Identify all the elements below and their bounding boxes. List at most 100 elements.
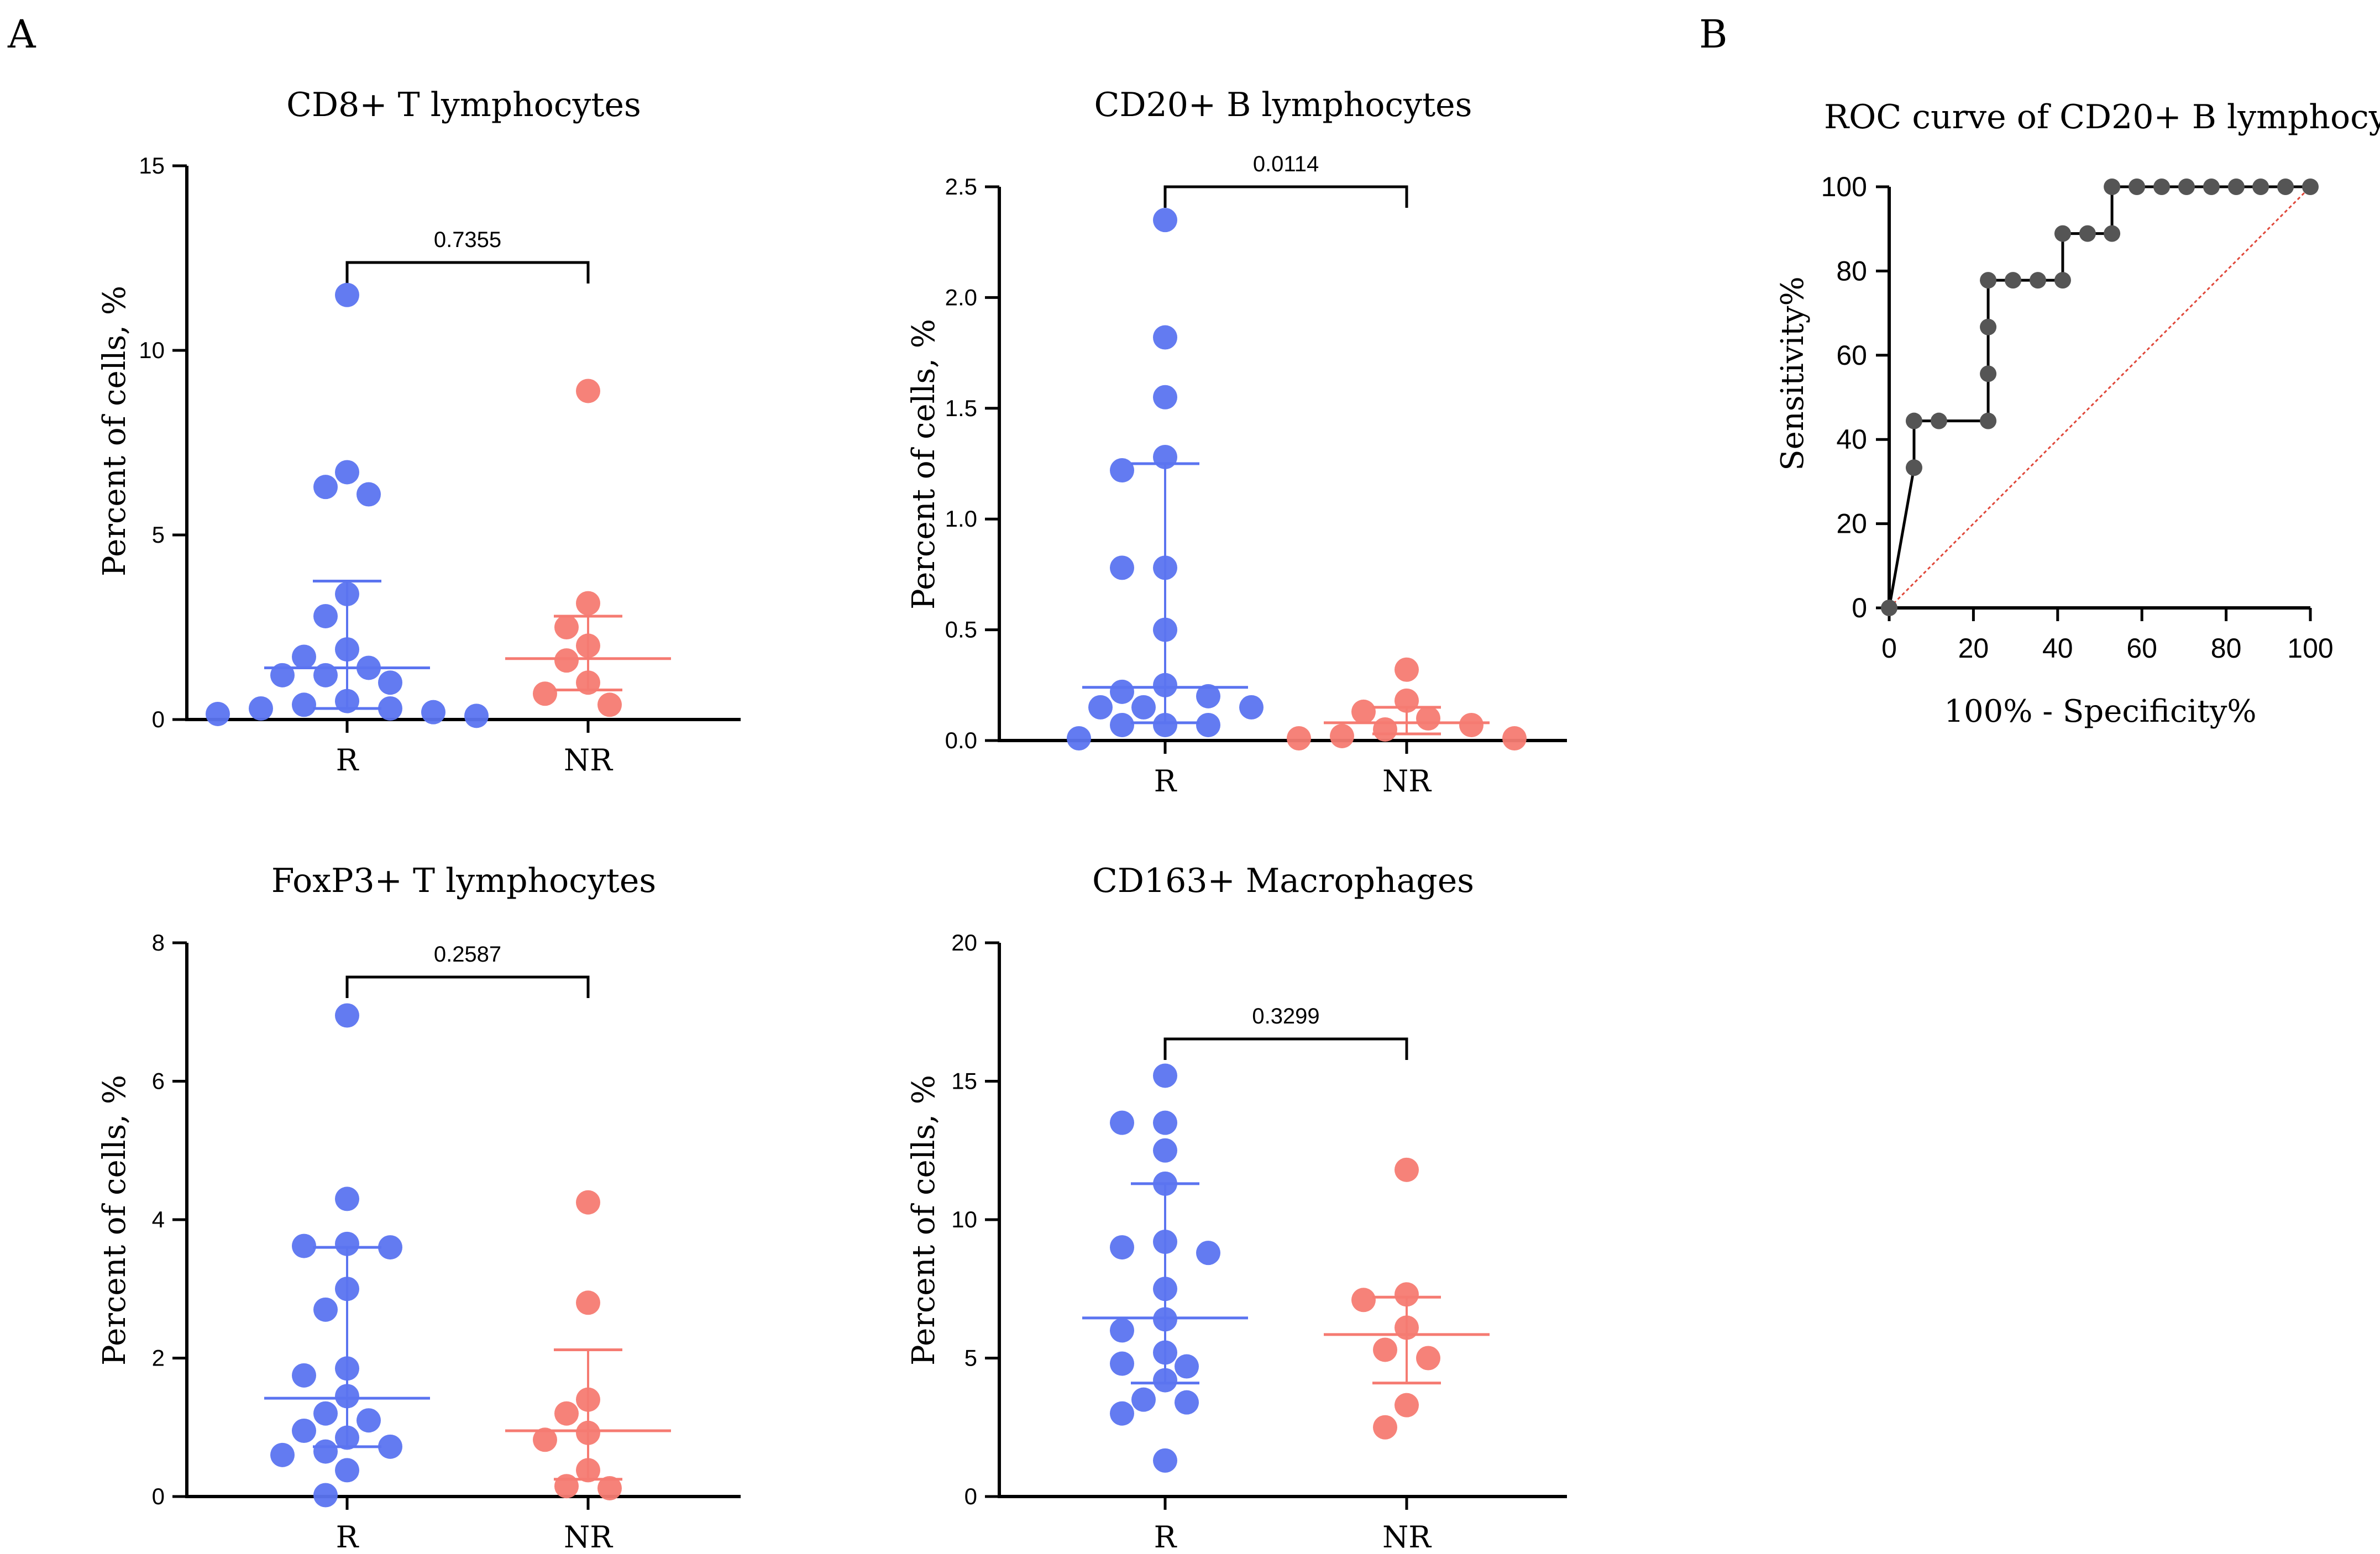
data-point-r [1110,458,1134,483]
data-point-r [1110,555,1134,580]
data-point-r [335,1458,359,1483]
y-tick-label: 4 [152,1206,165,1232]
data-point-nr [554,648,579,673]
x-tick-label: R [1154,1520,1177,1554]
data-point-r [335,460,359,485]
x-tick-label: R [336,1520,359,1554]
chart-title: CD20+ B lymphocytes [1094,86,1472,124]
roc-x-tick-label: 0 [1881,633,1897,664]
data-point-r [378,1235,402,1260]
roc-point [1905,459,1922,476]
data-point-nr [597,1476,622,1500]
data-point-r [1153,1063,1177,1088]
roc-x-tick-label: 60 [2126,633,2157,664]
data-point-r [292,1363,316,1388]
data-point-r [1067,726,1091,750]
scatter-chart-3: FoxP3+ T lymphocytes Percent of cells, % 0… [97,862,741,1554]
data-point-r [1196,684,1220,708]
data-point-r [313,1401,338,1426]
roc-point [2104,179,2121,195]
y-tick-label: 2.5 [945,174,977,200]
scatter-chart-1: CD8+ T lymphocytes Percent of cells, % 0 5 1… [97,86,741,778]
data-point-nr [1373,1415,1397,1440]
roc-point [2302,179,2319,195]
data-point-r [313,1439,338,1464]
y-tick-label: 0 [964,1483,977,1509]
y-tick-label: 0 [152,1483,165,1509]
data-point-nr [1502,726,1527,750]
y-tick-label: 0.0 [945,727,977,753]
y-tick-label: 1.0 [945,506,977,532]
data-point-nr [533,1427,557,1452]
data-point-r [313,475,338,500]
roc-point [1881,600,1897,616]
data-point-nr [533,681,557,706]
roc-point [2178,179,2195,195]
roc-point [2153,179,2171,195]
roc-y-tick-label: 20 [1836,508,1867,539]
significance-bracket [1163,1037,1408,1060]
data-point-r [1175,1354,1199,1379]
data-point-r [1110,1401,1134,1426]
data-point-r [270,1442,295,1467]
data-point-r [1131,1387,1156,1412]
roc-point [2054,272,2071,289]
p-value-label: 0.7355 [434,228,501,252]
y-tick-label: 2 [152,1345,165,1371]
p-value-label: 0.0114 [1253,152,1319,176]
data-point-r [1153,325,1177,350]
data-point-nr [576,1190,600,1215]
roc-point [2227,179,2245,195]
data-point-r [378,1434,402,1459]
significance-bracket [1163,185,1408,208]
panel-label-a: A [7,12,36,57]
roc-point [2203,179,2220,195]
data-point-r [378,696,402,721]
roc-point [2005,272,2022,289]
x-tick-label: NR [564,743,613,778]
data-point-nr [1395,1282,1419,1307]
data-point-r [313,1483,338,1508]
data-point-nr [1373,717,1397,742]
data-point-nr [576,379,600,403]
y-axis-label: Percent of cells, % [906,1075,942,1366]
roc-x-axis-label: 100% - Specificity% [1944,694,2256,729]
roc-point [2079,225,2096,242]
roc-y-tick-label: 40 [1836,424,1867,455]
y-tick-label: 5 [964,1345,977,1371]
data-point-r [1131,695,1156,720]
data-point-r [1239,695,1264,720]
data-point-nr [554,615,579,639]
data-point-r [249,696,273,721]
p-value-label: 0.2587 [434,942,501,967]
p-value-label: 0.3299 [1252,1004,1319,1028]
data-point-nr [1395,657,1419,682]
data-point-nr [554,1401,579,1426]
roc-y-axis-label: Sensitivity% [1775,276,1811,471]
data-point-r [1153,1448,1177,1473]
data-point-r [1088,695,1113,720]
roc-point [2054,225,2071,242]
y-tick-label: 15 [951,1068,977,1094]
roc-chart: ROC curve of CD20+ B lymphocytes 100% - S… [1775,98,2380,729]
data-point-r [1153,385,1177,410]
roc-point [1980,272,1997,289]
data-point-r [1110,712,1134,737]
data-point-nr [1330,723,1354,748]
data-point-nr [554,1474,579,1499]
data-point-r [313,1297,338,1322]
data-point-r [313,603,338,628]
data-point-r [357,1408,381,1433]
roc-point [2129,179,2146,195]
panel-label-b: B [1699,12,1727,57]
y-tick-label: 10 [951,1206,977,1232]
y-tick-label: 10 [139,337,165,363]
x-tick-label: NR [1382,1520,1432,1554]
y-axis-label: Percent of cells, % [97,286,133,576]
charts-layer: CD8+ T lymphocytes Percent of cells, % 0 5 1… [97,86,2380,1554]
roc-point [2277,179,2294,195]
data-point-r [1153,1138,1177,1163]
roc-point [1930,412,1947,429]
roc-x-tick-label: 100 [2287,633,2333,664]
